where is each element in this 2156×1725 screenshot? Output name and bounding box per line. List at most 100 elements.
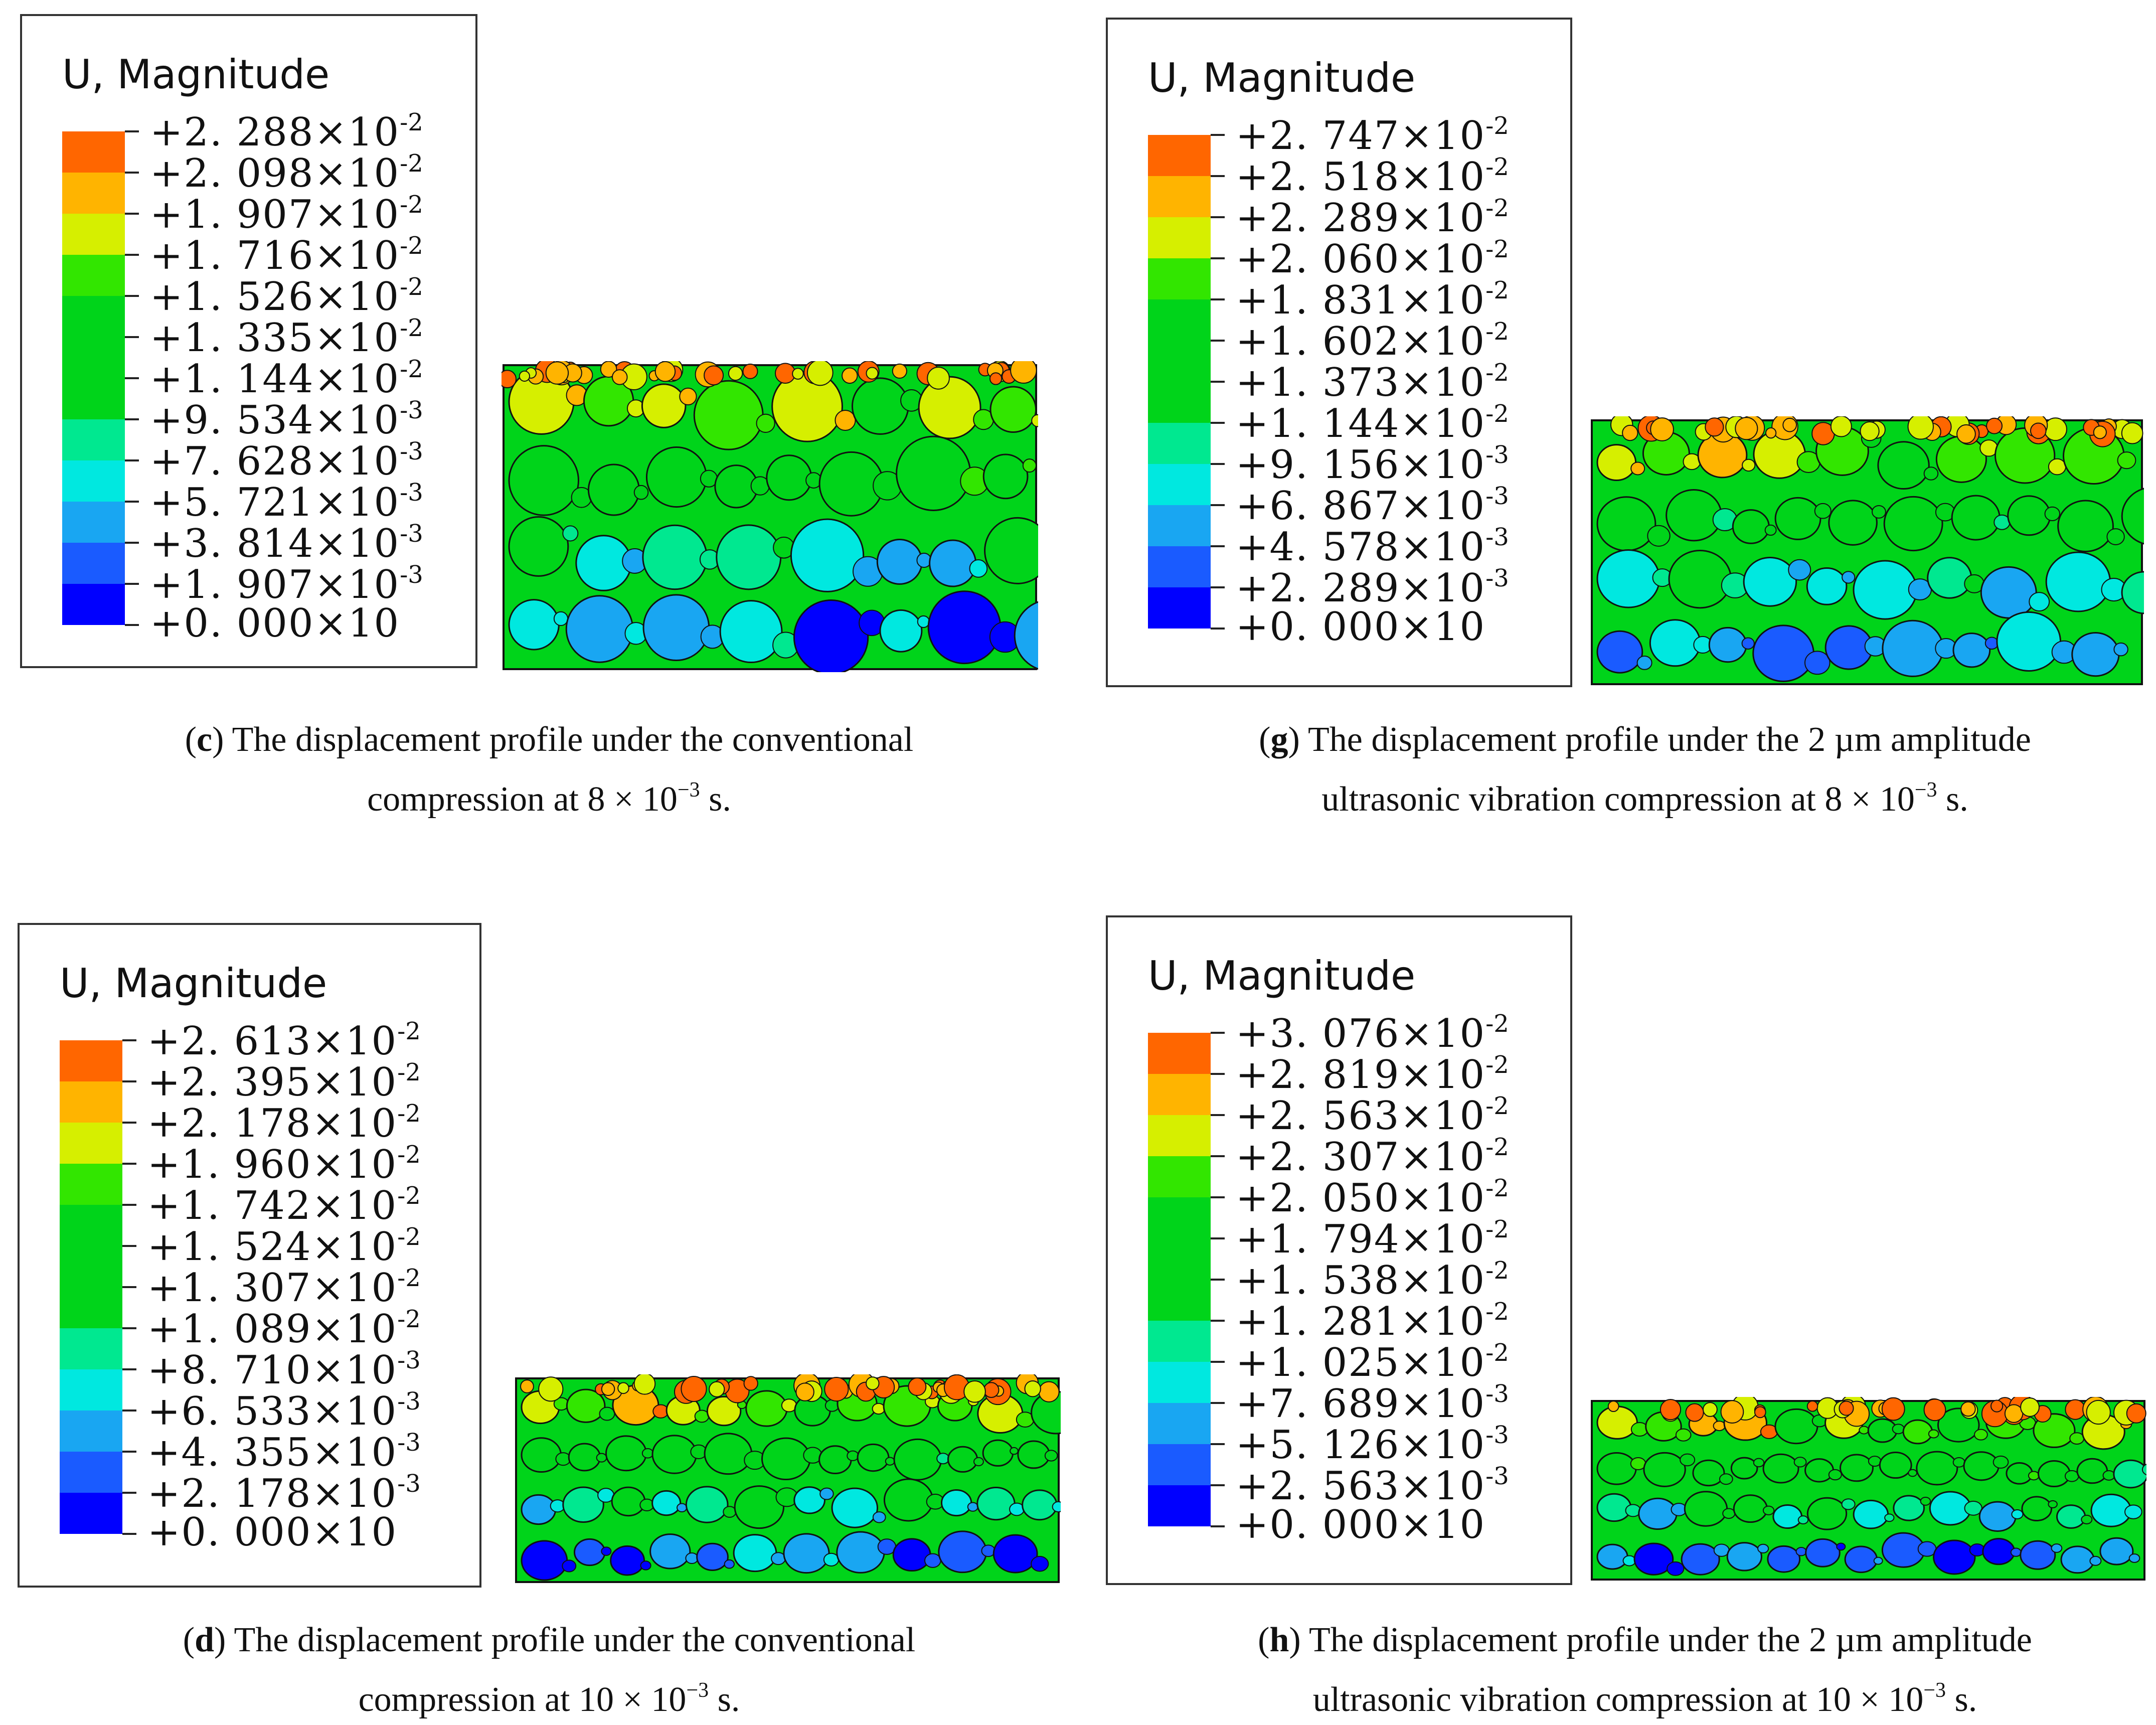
particle	[1842, 571, 1856, 584]
level-mantissa: +2. 289	[1236, 196, 1400, 241]
color-band	[1148, 1074, 1211, 1115]
legend-level-label: +6. 867×10-3	[1236, 484, 1509, 526]
level-mantissa: +5. 126	[1236, 1423, 1400, 1468]
legend-level-label: +2. 518×10-2	[1236, 155, 1509, 197]
particle	[1841, 1498, 1856, 1510]
level-mantissa: +5. 721	[150, 480, 314, 525]
legend-level-label: +2. 178×10-2	[147, 1102, 421, 1143]
particle	[1622, 424, 1638, 441]
legend-level-label: +1. 907×10-2	[150, 193, 423, 234]
particle	[2065, 1399, 2086, 1420]
particle	[2128, 1553, 2140, 1563]
particle	[941, 1489, 972, 1517]
particle	[1743, 557, 1797, 607]
level-base: 10	[345, 1389, 398, 1434]
legend-tick	[1211, 1525, 1225, 1527]
color-band	[1148, 176, 1211, 217]
particle	[1916, 1451, 1958, 1486]
particle	[1596, 549, 1661, 608]
particle	[1868, 1456, 1882, 1467]
level-base: 10	[1433, 1340, 1486, 1385]
times-sign: ×	[311, 1389, 346, 1434]
level-exponent: -3	[400, 437, 423, 465]
legend-title: U, Magnitude	[60, 960, 327, 1007]
level-exponent: -2	[397, 1017, 421, 1045]
particle	[1720, 1400, 1744, 1424]
particle	[2030, 422, 2047, 439]
particle	[1952, 633, 1991, 668]
legend-level-label: +1. 831×10-2	[1236, 278, 1509, 320]
times-sign: ×	[1400, 1093, 1434, 1139]
legend-tick	[122, 1286, 136, 1288]
particle	[2020, 1540, 2056, 1570]
particle	[1882, 619, 1944, 677]
particle	[892, 363, 907, 379]
particle	[587, 463, 640, 516]
particle	[1993, 1455, 2009, 1469]
legend-tick	[1211, 463, 1225, 465]
particle	[1754, 1406, 1766, 1419]
level-base: 10	[1433, 1299, 1486, 1344]
level-mantissa: +2. 747	[1236, 113, 1400, 159]
legend-tick	[1211, 1237, 1225, 1239]
particle	[1986, 417, 2003, 434]
particle	[596, 1453, 607, 1463]
legend-tick	[122, 1533, 136, 1535]
particle	[793, 1486, 825, 1514]
level-exponent: -2	[1485, 1174, 1509, 1202]
legend-level-label: +0. 000×10	[150, 604, 400, 643]
particle	[601, 1382, 615, 1396]
legend-level-label: +2. 819×10-2	[1236, 1053, 1509, 1094]
level-base: 10	[345, 1060, 398, 1105]
times-sign: ×	[1400, 1135, 1434, 1180]
level-exponent: -2	[397, 1223, 421, 1251]
legend-level-label: +1. 960×10-2	[147, 1143, 421, 1184]
legend-level-label: +0. 000×10	[147, 1513, 397, 1552]
times-sign: ×	[311, 1266, 346, 1311]
color-band	[62, 502, 125, 543]
particle	[565, 595, 634, 663]
particle	[1622, 1555, 1636, 1566]
level-base: 10	[1433, 154, 1486, 200]
level-base: 10	[348, 192, 400, 237]
times-sign: ×	[1400, 278, 1434, 323]
level-base: 10	[345, 1142, 398, 1187]
particle	[1973, 1429, 1988, 1441]
times-sign: ×	[1400, 113, 1434, 159]
particle	[562, 525, 579, 542]
level-mantissa: +1. 025	[1236, 1340, 1400, 1385]
times-sign: ×	[314, 521, 348, 566]
particle	[706, 1395, 742, 1427]
particle	[1596, 444, 1637, 482]
level-exponent: -2	[1485, 153, 1509, 181]
legend-tick	[1211, 586, 1225, 588]
color-band	[1148, 546, 1211, 587]
particle	[1984, 637, 1999, 650]
level-mantissa: +1. 716	[150, 233, 314, 278]
particle	[2106, 528, 2125, 545]
level-base: 10	[348, 398, 400, 443]
level-base: 10	[1433, 237, 1486, 282]
particle	[792, 368, 804, 380]
particle	[1928, 1429, 1939, 1439]
level-mantissa: +1. 144	[1236, 401, 1400, 446]
particle	[2086, 1399, 2111, 1425]
particle	[1732, 509, 1770, 544]
level-exponent: -3	[400, 396, 423, 424]
times-sign: ×	[1400, 319, 1434, 364]
times-sign: ×	[1400, 1217, 1434, 1262]
level-mantissa: +2. 563	[1236, 1464, 1400, 1509]
color-band	[1148, 1444, 1211, 1485]
particle	[2141, 1463, 2146, 1476]
color-band	[1148, 299, 1211, 341]
particle	[1753, 1458, 1765, 1468]
legend-tick	[1211, 340, 1225, 342]
legend-level-label: +1. 526×10-2	[150, 275, 423, 317]
level-base: 10	[1433, 196, 1486, 241]
legend-level-label: +2. 563×10-3	[1236, 1464, 1509, 1506]
level-base: 10	[1433, 401, 1486, 446]
particle	[896, 435, 971, 511]
particle	[521, 1494, 557, 1525]
particle	[2004, 1404, 2024, 1423]
particle	[1853, 1499, 1889, 1529]
